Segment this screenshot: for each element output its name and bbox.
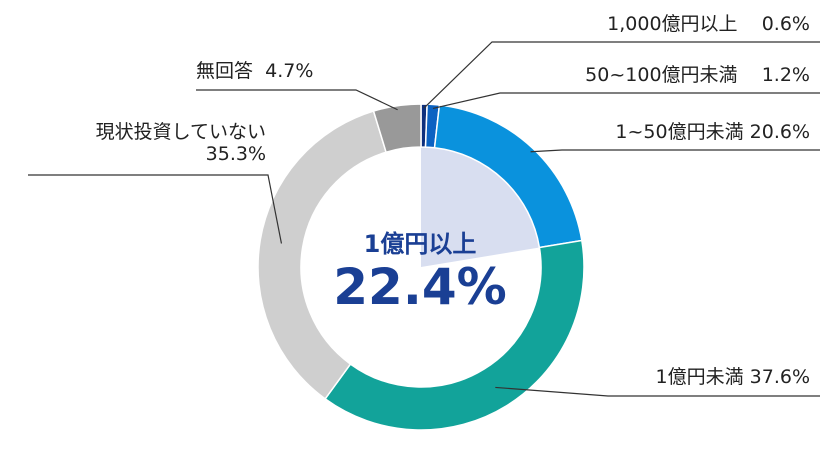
leader-line-5 bbox=[196, 89, 398, 111]
label-no-answer: 無回答 4.7% bbox=[196, 60, 313, 82]
label-no-answer-name: 無回答 bbox=[196, 60, 254, 82]
leader-line-2 bbox=[530, 149, 820, 153]
label-no-answer-value: 4.7% bbox=[265, 60, 314, 82]
center-label: 1億円以上 bbox=[363, 230, 477, 258]
highlight-wedge bbox=[421, 147, 540, 267]
label-1000oku: 1,000億円以上 0.6% bbox=[607, 13, 810, 35]
label-50-100oku-value: 1.2% bbox=[761, 64, 810, 86]
label-1000oku-value: 0.6% bbox=[761, 13, 810, 35]
label-50-100oku: 50~100億円未満 1.2% bbox=[585, 64, 810, 86]
label-under-1oku-name: 1億円未満 bbox=[655, 366, 744, 388]
label-1-50oku-value: 20.6% bbox=[749, 121, 810, 143]
label-under-1oku-value: 37.6% bbox=[749, 366, 810, 388]
label-1000oku-name: 1,000億円以上 bbox=[607, 13, 738, 35]
label-not-investing-value: 35.3% bbox=[205, 143, 266, 165]
slice-5 bbox=[372, 103, 422, 154]
center-value: 22.4% bbox=[333, 258, 507, 316]
leader-line-3 bbox=[495, 386, 820, 397]
label-1-50oku-name: 1~50億円未満 bbox=[615, 121, 744, 143]
leader-line-1 bbox=[432, 92, 820, 110]
label-not-investing: 現状投資していない 35.3% bbox=[30, 121, 266, 165]
label-under-1oku: 1億円未満 37.6% bbox=[656, 366, 811, 388]
leader-line-4 bbox=[28, 174, 283, 244]
leader-line-0 bbox=[423, 41, 820, 109]
slice-3 bbox=[324, 239, 585, 431]
label-1-50oku: 1~50億円未満 20.6% bbox=[615, 121, 810, 143]
label-not-investing-name: 現状投資していない bbox=[95, 121, 266, 143]
label-50-100oku-name: 50~100億円未満 bbox=[585, 64, 738, 86]
